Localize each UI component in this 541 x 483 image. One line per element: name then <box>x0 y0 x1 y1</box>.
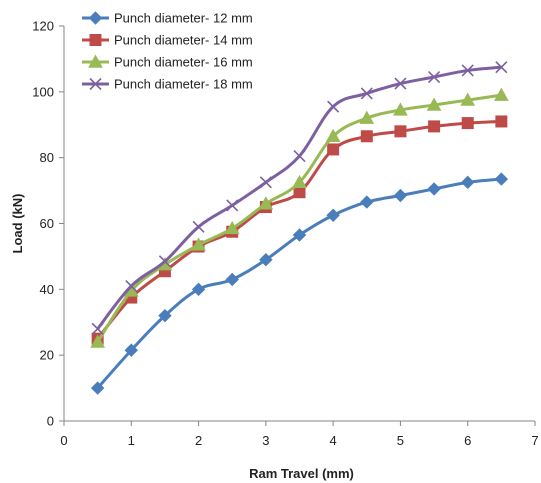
data-point <box>495 115 508 128</box>
data-point <box>494 87 509 101</box>
x-tick-label: 5 <box>397 433 404 448</box>
data-point <box>91 322 104 335</box>
data-point <box>495 61 508 74</box>
legend-item: Punch diameter- 16 mm <box>82 54 253 70</box>
x-marker-stroke <box>394 77 407 90</box>
x-tick-label: 3 <box>262 433 269 448</box>
series-1 <box>90 172 509 395</box>
data-point <box>461 117 474 130</box>
x-tick-label: 6 <box>464 433 471 448</box>
data-point <box>494 172 509 186</box>
data-point <box>293 149 306 163</box>
x-marker-stroke <box>461 64 474 77</box>
data-point <box>124 343 138 357</box>
data-point <box>90 334 105 348</box>
data-point <box>360 87 373 100</box>
y-tick-label: 40 <box>40 282 54 297</box>
data-point <box>259 176 272 189</box>
x-tick-label: 2 <box>195 433 202 448</box>
series-line <box>96 93 502 343</box>
x-marker-stroke <box>125 279 138 293</box>
x-marker-stroke <box>293 149 306 163</box>
data-point <box>460 92 476 106</box>
data-point <box>426 97 442 111</box>
data-point <box>428 120 441 133</box>
legend-label: Punch diameter- 12 mm <box>114 11 253 26</box>
data-point <box>192 220 205 233</box>
data-series <box>90 61 509 395</box>
data-point <box>292 174 307 189</box>
x-tick-label: 4 <box>330 433 337 448</box>
data-point <box>394 77 407 90</box>
data-point <box>461 175 475 190</box>
data-point <box>428 70 441 84</box>
x-marker-stroke <box>192 220 205 233</box>
x-marker-stroke <box>89 77 102 91</box>
legend-label: Punch diameter- 14 mm <box>114 33 253 48</box>
data-point <box>292 228 307 242</box>
legend-item: Punch diameter- 14 mm <box>82 33 253 48</box>
x-tick-label: 0 <box>60 433 67 448</box>
data-point <box>226 199 239 212</box>
x-marker-stroke <box>495 61 508 74</box>
series-line <box>96 177 502 390</box>
data-point <box>191 237 206 251</box>
data-point <box>360 130 373 143</box>
x-marker-stroke <box>360 87 373 100</box>
data-point <box>258 196 274 210</box>
x-axis-label: Ram Travel (mm) <box>249 466 354 481</box>
x-marker-stroke <box>226 199 239 212</box>
y-axis-label: Load (kN) <box>10 194 25 254</box>
series-3 <box>90 87 509 348</box>
data-point <box>359 110 375 124</box>
data-point <box>90 381 105 395</box>
legend-item: Punch diameter- 12 mm <box>82 11 253 26</box>
data-point <box>393 188 408 203</box>
legend-marker <box>89 77 102 91</box>
legend-marker <box>88 11 103 25</box>
data-point <box>461 64 474 77</box>
data-point <box>327 143 340 156</box>
legend: Punch diameter- 12 mm Punch diameter- 14 … <box>82 11 253 92</box>
series-4 <box>91 61 508 335</box>
data-point <box>125 279 138 293</box>
data-point <box>158 308 172 323</box>
x-marker-stroke <box>91 322 104 335</box>
data-point <box>224 220 240 235</box>
data-point <box>225 272 239 287</box>
y-tick-label: 120 <box>32 19 54 34</box>
data-point <box>427 182 441 196</box>
data-point <box>325 128 341 142</box>
y-tick-labels: 0 20 40 60 80 100 120 <box>32 19 54 429</box>
legend-marker <box>89 34 102 46</box>
axes <box>59 25 536 426</box>
data-point <box>393 102 408 116</box>
y-tick-label: 80 <box>40 150 54 165</box>
x-marker-stroke <box>158 255 171 268</box>
data-point <box>191 282 206 297</box>
y-tick-label: 100 <box>32 84 54 99</box>
y-tick-label: 20 <box>40 348 54 363</box>
data-point <box>293 186 306 199</box>
data-point <box>326 208 340 222</box>
x-tick-label: 7 <box>531 433 538 448</box>
y-tick-label: 0 <box>47 414 54 429</box>
x-tick-label: 1 <box>128 433 135 448</box>
data-point <box>327 100 340 113</box>
y-tick-label: 60 <box>40 216 54 231</box>
x-marker-stroke <box>327 100 340 113</box>
x-tick-labels: 0 1 2 3 4 5 6 7 <box>60 433 538 448</box>
legend-label: Punch diameter- 16 mm <box>114 55 253 70</box>
data-point <box>259 253 273 267</box>
data-point <box>158 255 171 268</box>
legend-label: Punch diameter- 18 mm <box>114 77 253 92</box>
x-marker-stroke <box>259 176 272 189</box>
legend-marker <box>88 54 103 68</box>
legend-item: Punch diameter- 18 mm <box>82 77 253 92</box>
x-marker-stroke <box>428 70 441 84</box>
data-point <box>360 195 374 209</box>
data-point <box>394 125 407 138</box>
